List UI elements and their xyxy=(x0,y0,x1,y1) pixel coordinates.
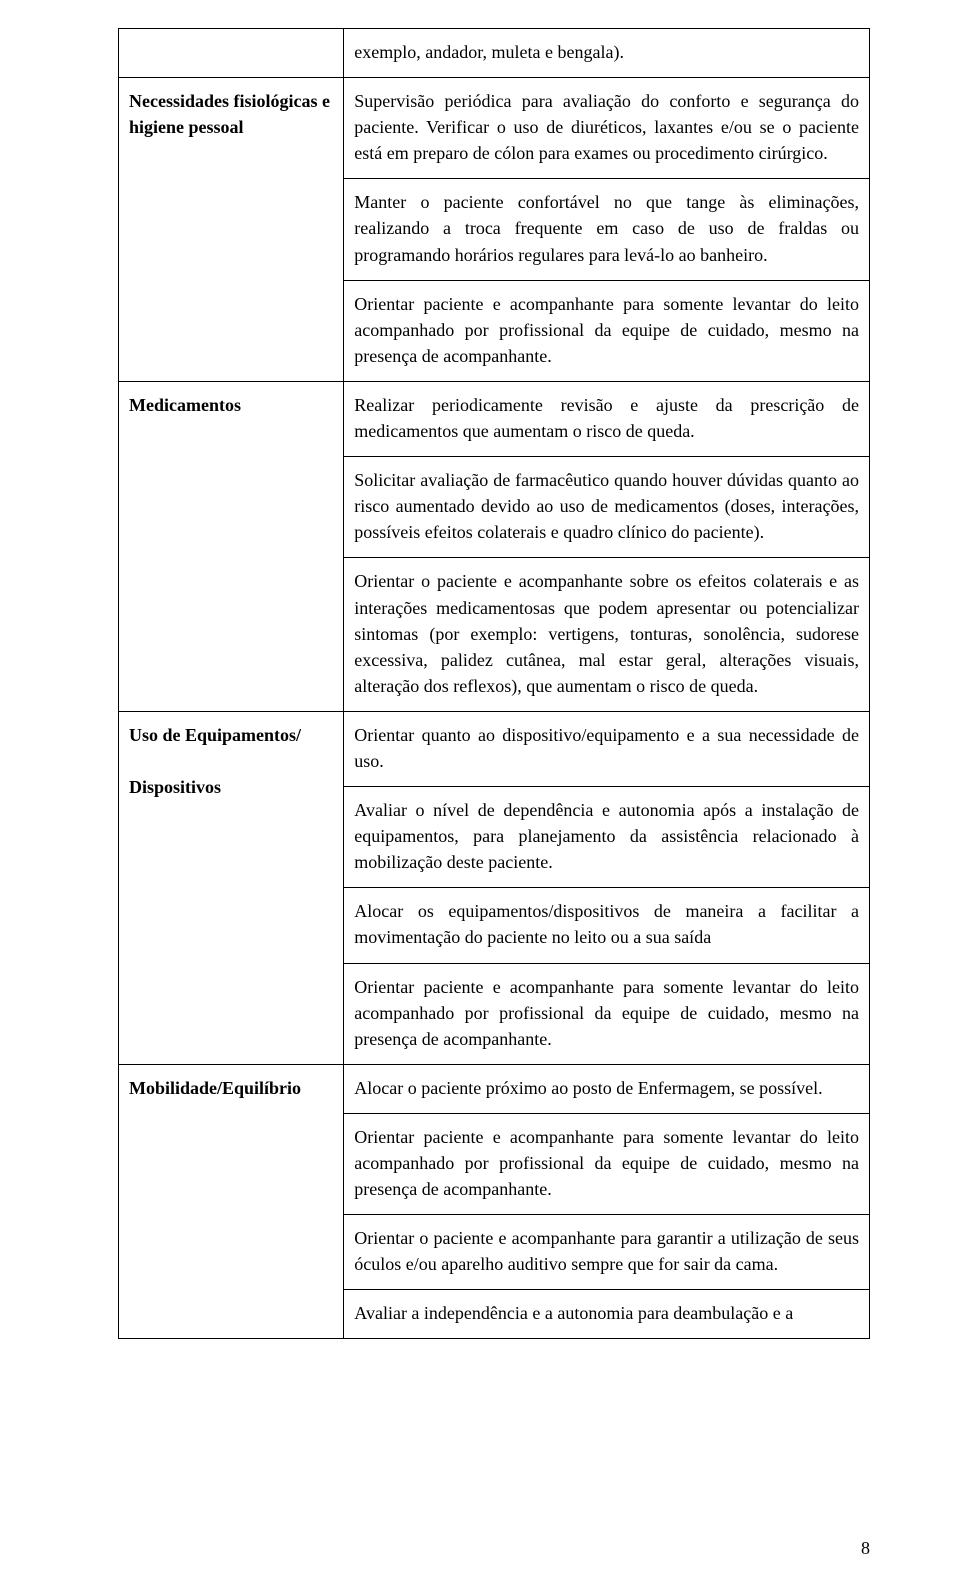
cell-text: Manter o paciente confortável no que tan… xyxy=(344,179,870,280)
table-row: exemplo, andador, muleta e bengala). xyxy=(119,29,870,78)
cell-text: Orientar paciente e acompanhante para so… xyxy=(344,963,870,1064)
page-number: 8 xyxy=(861,1538,870,1559)
table-row: Mobilidade/Equilíbrio Alocar o paciente … xyxy=(119,1064,870,1113)
cell-text: exemplo, andador, muleta e bengala). xyxy=(344,29,870,78)
cell-text: Orientar o paciente e acompanhante para … xyxy=(344,1215,870,1290)
cell-text: Orientar paciente e acompanhante para so… xyxy=(344,1113,870,1214)
cell-text: Avaliar o nível de dependência e autonom… xyxy=(344,787,870,888)
cell-text: Realizar periodicamente revisão e ajuste… xyxy=(344,381,870,456)
row-label-mobilidade: Mobilidade/Equilíbrio xyxy=(119,1064,344,1339)
cell-text: Avaliar a independência e a autonomia pa… xyxy=(344,1290,870,1339)
row-label-medicamentos: Medicamentos xyxy=(119,381,344,711)
page: exemplo, andador, muleta e bengala). Nec… xyxy=(0,0,960,1583)
row-label-equipamentos: Uso de Equipamentos/ Dispositivos xyxy=(119,711,344,1064)
row-label-empty xyxy=(119,29,344,78)
protocol-table: exemplo, andador, muleta e bengala). Nec… xyxy=(118,28,870,1339)
cell-text: Orientar o paciente e acompanhante sobre… xyxy=(344,558,870,711)
table-row: Necessidades fisiológicas e higiene pess… xyxy=(119,78,870,179)
cell-text: Orientar quanto ao dispositivo/equipamen… xyxy=(344,711,870,786)
table-row: Uso de Equipamentos/ Dispositivos Orient… xyxy=(119,711,870,786)
cell-text: Alocar os equipamentos/dispositivos de m… xyxy=(344,888,870,963)
cell-text: Alocar o paciente próximo ao posto de En… xyxy=(344,1064,870,1113)
table-row: Medicamentos Realizar periodicamente rev… xyxy=(119,381,870,456)
cell-text: Orientar paciente e acompanhante para so… xyxy=(344,280,870,381)
row-label-necessidades: Necessidades fisiológicas e higiene pess… xyxy=(119,78,344,382)
cell-text: Supervisão periódica para avaliação do c… xyxy=(344,78,870,179)
cell-text: Solicitar avaliação de farmacêutico quan… xyxy=(344,457,870,558)
